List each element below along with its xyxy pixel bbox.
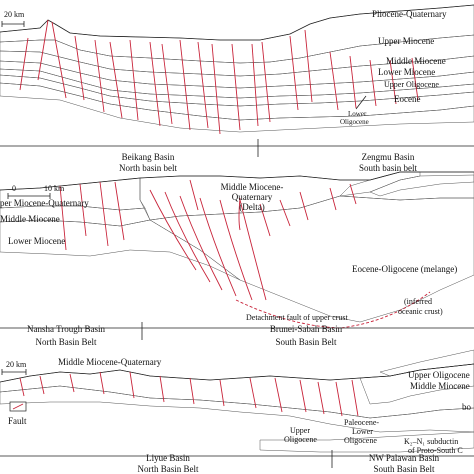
- panel-a-right-belt: South basin belt: [359, 163, 417, 173]
- panel-a-left-belt: North basin belt: [119, 163, 177, 173]
- panel-a-scale-bar: 20 km: [1, 10, 25, 27]
- panel-b-right-basin: Brunei-Sabah Basin: [270, 324, 343, 334]
- label-mmq-line1: Middle Miocene-: [221, 182, 284, 192]
- detachment-fault-line: [235, 291, 431, 329]
- legend-fault-label: Fault: [8, 416, 27, 426]
- label-middle-miocene-b: Middle Miocene: [0, 214, 60, 224]
- layer-slab-c: [259, 431, 474, 453]
- label-mmq-line2: Quaternary: [232, 192, 273, 202]
- label-paleo-c-line2: Lower: [352, 427, 373, 436]
- label-lower-miocene-b: Lower Miocene: [8, 236, 65, 246]
- panel-a-faults: [19, 19, 419, 135]
- label-mmq-line3: (Delta): [239, 202, 264, 212]
- label-lower-oligocene-line2: Oligocene: [340, 118, 369, 126]
- layer-basement: [0, 82, 474, 133]
- label-paleo-c-line3: Oligocene: [344, 436, 377, 445]
- label-upper-oligocene-c-right: Upper Oligocene: [408, 370, 470, 380]
- label-detachment-fault: Detachment fault of upper crust: [246, 313, 349, 322]
- panel-b-faults: [59, 179, 357, 301]
- layer-mmq-c: [0, 363, 474, 419]
- panel-b-left-belt: North Basin Belt: [36, 337, 97, 347]
- label-upper-oligocene: Upper Oligocene: [384, 80, 439, 89]
- panel-b-right-belt: South Basin Belt: [275, 337, 337, 347]
- label-lower-oligocene-line1: Lower: [348, 110, 367, 118]
- panel-b-scale-label: 10 km: [44, 184, 65, 193]
- label-upper-miocene: Upper Miocene: [378, 36, 434, 46]
- panel-c-faults: [19, 371, 359, 417]
- panel-a-left-basin: Beikang Basin: [122, 152, 175, 162]
- label-subduction-line2: of Proto-South C: [408, 446, 463, 455]
- panel-c-left-basin: Liyue Basin: [146, 453, 190, 463]
- panel-a-scale-label: 20 km: [4, 10, 25, 19]
- layer-upper-grey: [339, 171, 474, 201]
- layer-delta: [139, 171, 421, 221]
- panel-c-basin-axis: Liyue Basin North Basin Belt NW Palawan …: [0, 450, 474, 474]
- label-mmq-c: Middle Miocene-Quaternary: [58, 357, 162, 367]
- layer-blue-strip: [369, 174, 474, 197]
- panel-c: 20 km Middle Miocene-Quaternary Upper Ol…: [0, 349, 474, 474]
- label-upper-c-line1: Upper: [290, 426, 310, 435]
- label-eocene-oligocene: Eocene-Oligocene (melange): [352, 264, 457, 274]
- label-middle-miocene: Middle Miocene: [386, 56, 446, 66]
- label-paleo-c-line1: Paleocene-: [344, 418, 379, 427]
- label-inferred-line2: oceanic crust): [398, 307, 443, 316]
- panel-b: 0 10 km per Miocene-Quaternary Middle Mi…: [0, 171, 474, 347]
- panel-c-scale-bar: 20 km: [1, 360, 27, 375]
- label-upper-miocene-quaternary-b: per Miocene-Quaternary: [0, 198, 89, 208]
- panel-b-basin-axis: Nansha Trough Basin North Basin Belt Bru…: [0, 322, 474, 347]
- layer-orange-c: [0, 385, 474, 433]
- panel-c-left-belt: North Basin Belt: [138, 464, 199, 474]
- panel-c-right-belt: South Basin Belt: [373, 464, 435, 474]
- panel-a-right-basin: Zengmu Basin: [362, 152, 415, 162]
- label-subduction-line1: K₂–N₁ subductin: [404, 437, 458, 446]
- label-pliocene-quaternary: Pliocene-Quaternary: [372, 9, 447, 19]
- label-inferred-line1: (inferred: [404, 297, 432, 306]
- panel-c-right-basin: NW Palawan Basin: [369, 453, 440, 463]
- leader-lower-oligocene: [355, 95, 367, 110]
- panel-b-left-basin: Nansha Trough Basin: [27, 324, 106, 334]
- panel-c-scale-label: 20 km: [6, 360, 27, 369]
- label-upper-c-line2: Oligocene: [284, 435, 317, 444]
- panel-b-scale-bar: 0 10 km: [7, 184, 65, 199]
- label-middle-miocene-c-right: Middle Miocene: [410, 381, 470, 391]
- label-bo-c: bo: [462, 402, 472, 412]
- label-eocene: Eocene: [394, 94, 420, 104]
- legend-fault: Fault: [8, 401, 27, 426]
- label-lower-miocene: Lower Miocene: [378, 67, 435, 77]
- panel-a: 20 km Pliocene-Quaternary Upper Miocene …: [0, 4, 474, 173]
- panel-b-scale-zero: 0: [12, 184, 16, 193]
- panel-a-basin-axis: Beikang Basin North basin belt Zengmu Ba…: [0, 139, 474, 173]
